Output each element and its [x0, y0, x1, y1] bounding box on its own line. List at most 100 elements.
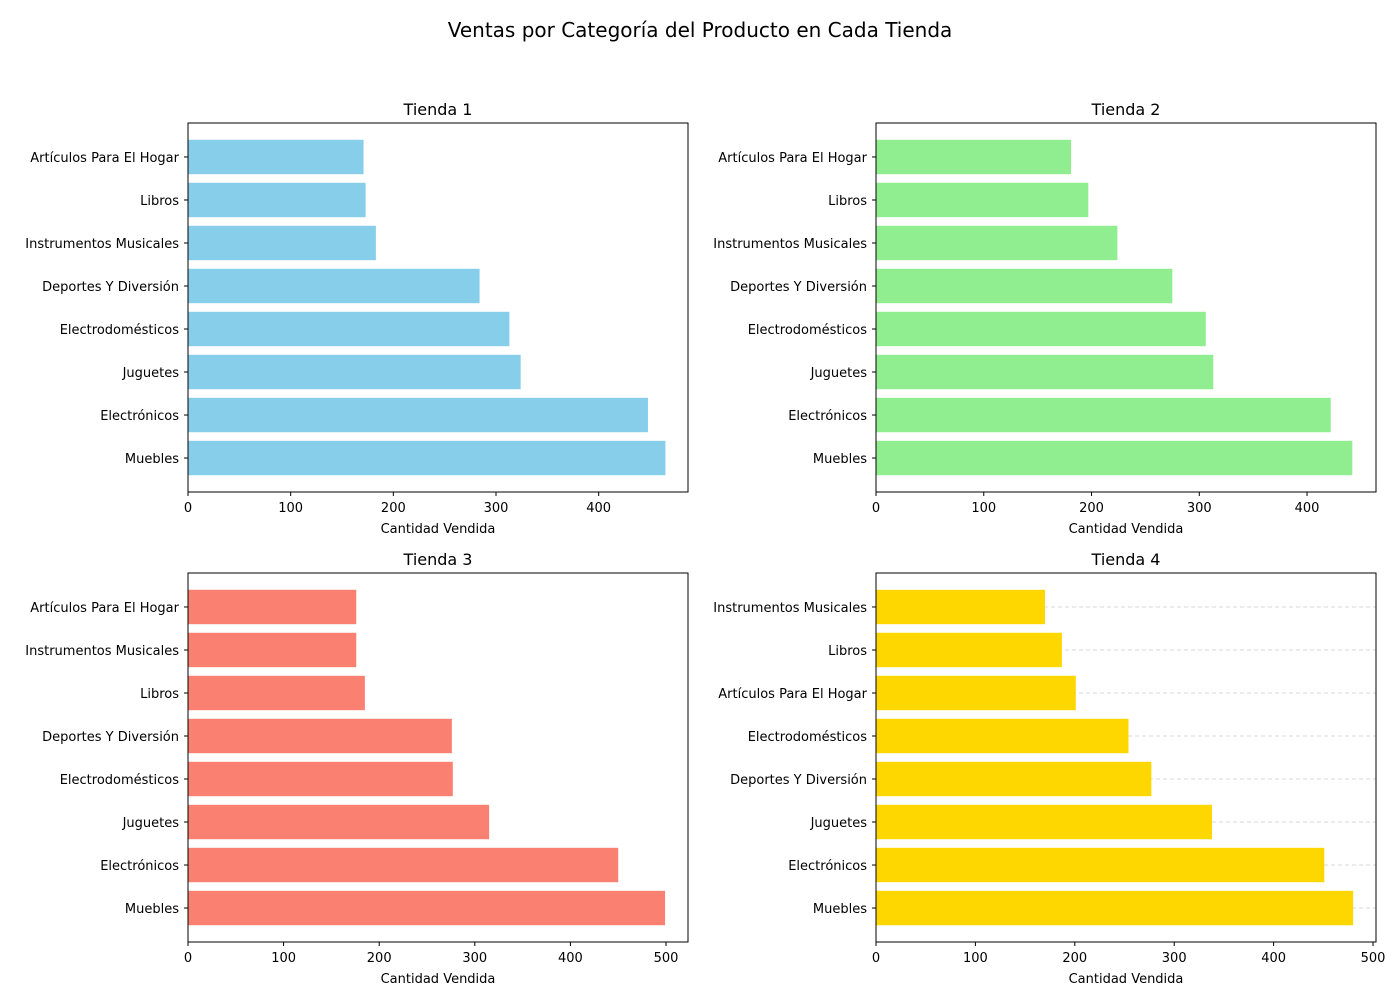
- bar: [188, 632, 357, 668]
- y-tick-label: Libros: [828, 644, 867, 659]
- bar: [188, 761, 453, 797]
- bar: [188, 182, 366, 218]
- bar: [876, 139, 1072, 175]
- x-axis-label: Cantidad Vendida: [1069, 522, 1184, 537]
- y-tick-label: Electrodomésticos: [748, 323, 868, 338]
- bar: [188, 718, 452, 754]
- y-tick-label: Deportes Y Diversión: [730, 773, 867, 788]
- x-tick-label: 0: [184, 951, 192, 966]
- x-tick-label: 300: [1187, 501, 1212, 516]
- bar: [188, 440, 666, 476]
- bar: [876, 675, 1076, 711]
- axes-frame: [875, 122, 1377, 493]
- y-tick-label: Deportes Y Diversión: [42, 280, 179, 295]
- y-tick-label: Artículos Para El Hogar: [718, 151, 867, 166]
- bar: [876, 440, 1353, 476]
- axes-frame: [187, 122, 689, 493]
- bar: [876, 761, 1152, 797]
- y-tick-label: Electrónicos: [788, 409, 867, 424]
- x-tick-label: 400: [586, 501, 611, 516]
- y-tick-label: Instrumentos Musicales: [713, 237, 867, 252]
- bar: [876, 804, 1212, 840]
- panel-title: Tienda 3: [403, 550, 473, 569]
- x-axis-label: Cantidad Vendida: [1069, 972, 1184, 987]
- y-tick-label: Libros: [140, 687, 179, 702]
- x-axis-label: Cantidad Vendida: [381, 522, 496, 537]
- bar: [876, 225, 1118, 261]
- y-tick-label: Artículos Para El Hogar: [30, 151, 179, 166]
- chart-panels: Muebles Electrónicos Juguetes Electrodomést…: [25, 100, 1385, 987]
- x-tick-label: 400: [558, 951, 583, 966]
- chart-panel: Muebles Electrónicos Juguetes Electrodomést…: [25, 550, 689, 987]
- x-tick-label: 300: [484, 501, 509, 516]
- x-tick-label: 400: [1261, 951, 1286, 966]
- bar: [876, 589, 1045, 625]
- y-tick-label: Muebles: [125, 452, 179, 467]
- bar: [188, 225, 376, 261]
- x-tick-label: 0: [872, 501, 880, 516]
- y-tick-label: Deportes Y Diversión: [730, 280, 867, 295]
- x-tick-label: 300: [1162, 951, 1187, 966]
- bar: [188, 354, 521, 390]
- bar: [188, 139, 364, 175]
- axes-frame: [187, 572, 689, 943]
- bar: [876, 397, 1331, 433]
- panel-title: Tienda 4: [1091, 550, 1161, 569]
- x-tick-label: 500: [1361, 951, 1386, 966]
- y-tick-label: Juguetes: [810, 816, 868, 831]
- y-tick-label: Electrodomésticos: [748, 730, 868, 745]
- y-tick-label: Muebles: [813, 452, 867, 467]
- x-tick-label: 200: [1062, 951, 1087, 966]
- y-tick-label: Electrónicos: [788, 859, 867, 874]
- x-tick-label: 500: [654, 951, 679, 966]
- bar: [876, 311, 1206, 347]
- y-tick-label: Muebles: [125, 902, 179, 917]
- bar: [876, 182, 1089, 218]
- y-tick-label: Juguetes: [122, 816, 180, 831]
- y-tick-label: Juguetes: [122, 366, 180, 381]
- bar: [188, 268, 480, 304]
- x-tick-label: 200: [381, 501, 406, 516]
- bar: [188, 890, 666, 926]
- y-tick-label: Instrumentos Musicales: [25, 237, 179, 252]
- y-tick-label: Electrónicos: [100, 409, 179, 424]
- x-tick-label: 100: [963, 951, 988, 966]
- y-tick-label: Juguetes: [810, 366, 868, 381]
- y-tick-label: Artículos Para El Hogar: [30, 601, 179, 616]
- bar: [876, 890, 1354, 926]
- x-tick-label: 100: [271, 951, 296, 966]
- chart-panel: Muebles Electrónicos Juguetes Electrodomést…: [713, 100, 1377, 537]
- figure-title: Ventas por Categoría del Producto en Cad…: [448, 18, 953, 42]
- y-tick-label: Artículos Para El Hogar: [718, 687, 867, 702]
- panel-title: Tienda 1: [403, 100, 473, 119]
- x-tick-label: 300: [462, 951, 487, 966]
- bar: [188, 589, 357, 625]
- y-tick-label: Electrodomésticos: [60, 323, 180, 338]
- x-tick-label: 200: [367, 951, 392, 966]
- bar: [876, 268, 1173, 304]
- bar: [876, 847, 1325, 883]
- bar: [876, 718, 1129, 754]
- panel-title: Tienda 2: [1091, 100, 1161, 119]
- bar: [876, 354, 1214, 390]
- x-tick-label: 100: [971, 501, 996, 516]
- y-tick-label: Electrónicos: [100, 859, 179, 874]
- chart-panel: Muebles Electrónicos Juguetes Deportes Y Di…: [713, 550, 1385, 987]
- x-tick-label: 100: [278, 501, 303, 516]
- bar: [876, 632, 1062, 668]
- x-tick-label: 200: [1079, 501, 1104, 516]
- axes-frame: [875, 572, 1377, 943]
- y-tick-label: Instrumentos Musicales: [25, 644, 179, 659]
- y-tick-label: Electrodomésticos: [60, 773, 180, 788]
- y-tick-label: Deportes Y Diversión: [42, 730, 179, 745]
- x-tick-label: 400: [1295, 501, 1320, 516]
- bar: [188, 675, 365, 711]
- x-tick-label: 0: [872, 951, 880, 966]
- y-tick-label: Instrumentos Musicales: [713, 601, 867, 616]
- x-tick-label: 0: [184, 501, 192, 516]
- bar: [188, 311, 510, 347]
- y-tick-label: Libros: [828, 194, 867, 209]
- bar: [188, 804, 490, 840]
- bar: [188, 397, 648, 433]
